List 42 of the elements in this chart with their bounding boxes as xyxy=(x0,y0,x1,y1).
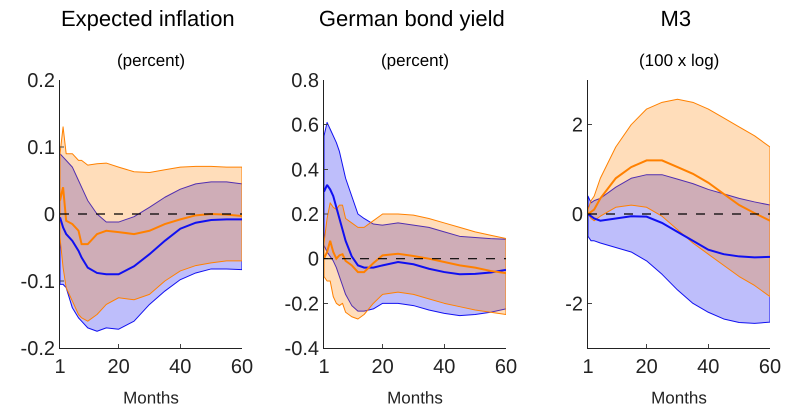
line-series xyxy=(588,213,770,258)
y-tick-label: -2 xyxy=(565,293,583,316)
x-tick-label: 1 xyxy=(54,356,66,378)
x-tick-label: 20 xyxy=(635,356,658,378)
line-series xyxy=(60,186,242,246)
line-series xyxy=(324,184,506,276)
chart-subtitle: (percent) xyxy=(117,51,186,70)
x-tick-label: 60 xyxy=(758,356,782,378)
chart-title: German bond yield xyxy=(318,6,505,31)
y-tick-label: 2 xyxy=(572,114,583,137)
y-tick-label: 0.2 xyxy=(291,204,319,226)
y-tick-label: 0 xyxy=(572,204,583,226)
chart-subtitle: (percent) xyxy=(381,51,450,70)
y-tick-label: -0.2 xyxy=(284,293,319,316)
y-tick-label: -0.2 xyxy=(20,338,55,360)
x-tick-label: 1 xyxy=(582,356,594,378)
x-tick-label: 40 xyxy=(697,356,720,378)
line-series xyxy=(60,216,242,276)
y-tick-label: 0 xyxy=(44,204,55,226)
y-tick-label: 0.8 xyxy=(291,70,319,92)
chart-subtitle: (100 x log) xyxy=(639,51,720,70)
chart-title: M3 xyxy=(660,6,692,31)
x-tick-label: 60 xyxy=(494,356,518,378)
x-axis-title: Months xyxy=(651,388,707,408)
line-series xyxy=(588,159,770,222)
x-tick-label: 20 xyxy=(371,356,394,378)
y-tick-label: 0.6 xyxy=(291,114,319,137)
x-tick-label: 40 xyxy=(169,356,192,378)
x-tick-label: 1 xyxy=(318,356,330,378)
y-tick-label: 0 xyxy=(308,248,319,271)
chart-title: Expected inflation xyxy=(61,6,235,31)
x-axis-title: Months xyxy=(123,388,179,408)
y-tick-label: -0.1 xyxy=(20,271,55,293)
x-axis-title: Months xyxy=(387,388,443,408)
y-tick-label: -0.4 xyxy=(284,338,319,360)
y-tick-label: 0.4 xyxy=(291,159,319,182)
line-series xyxy=(324,240,506,274)
y-tick-label: 0.1 xyxy=(27,137,55,159)
x-tick-label: 40 xyxy=(433,356,456,378)
x-tick-label: 20 xyxy=(107,356,130,378)
y-tick-label: 0.2 xyxy=(27,70,55,92)
x-tick-label: 60 xyxy=(230,356,254,378)
